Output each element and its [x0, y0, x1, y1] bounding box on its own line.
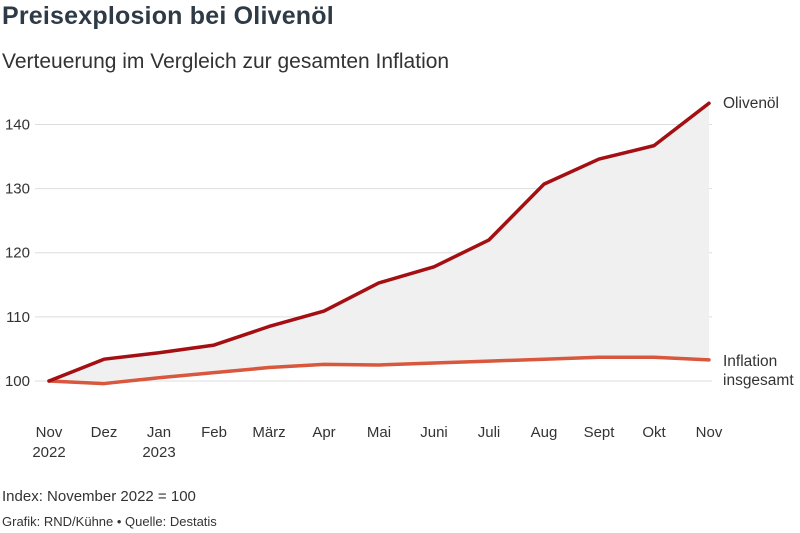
series-line-0: [47, 101, 711, 383]
chart-title: Preisexplosion bei Olivenöl: [2, 2, 334, 30]
y-tick-label-130: 130: [5, 181, 30, 198]
y-axis-ticks: 100 110 120 130 140: [5, 116, 30, 390]
x-tick-label-1: Dez: [91, 424, 118, 441]
x-tick-label-11: Okt: [642, 424, 666, 441]
series-label-olivenoel: Olivenöl: [723, 95, 779, 112]
series-lines: [47, 101, 711, 386]
x-tick-label-7: Juni: [420, 424, 448, 441]
chart-subtitle: Verteuerung im Vergleich zur gesamten In…: [2, 50, 450, 73]
y-tick-label-120: 120: [5, 245, 30, 262]
shaded-gap-area: [49, 103, 709, 384]
x-tick-label-8: Juli: [478, 424, 501, 441]
x-tick-label-9: Aug: [531, 424, 558, 441]
x-tick-label-0: Nov 2022: [32, 424, 65, 461]
x-tick-label-2: Jan 2023: [142, 424, 175, 461]
x-tick-label-3: Feb: [201, 424, 227, 441]
y-tick-label-140: 140: [5, 116, 30, 133]
source-credit: Grafik: RND/Kühne • Quelle: Destatis: [2, 514, 217, 529]
area-between-series: [49, 103, 709, 384]
index-note: Index: November 2022 = 100: [2, 488, 196, 505]
x-tick-label-10: Sept: [584, 424, 616, 441]
x-axis-ticks: Nov 2022 Dez Jan 2023 Feb März Apr Mai Juni Juli Au…: [32, 424, 723, 461]
x-tick-label-6: Mai: [367, 424, 391, 441]
y-tick-label-110: 110: [6, 309, 30, 326]
y-tick-label-100: 100: [5, 373, 30, 390]
series-label-inflation: Inflation insgesamt: [723, 353, 794, 389]
series-labels: Olivenöl Inflation insgesamt: [723, 95, 794, 389]
x-tick-label-5: Apr: [312, 424, 335, 441]
x-tick-label-12: Nov: [696, 424, 723, 441]
x-tick-label-4: März: [252, 424, 285, 441]
series-line-1: [47, 355, 711, 386]
